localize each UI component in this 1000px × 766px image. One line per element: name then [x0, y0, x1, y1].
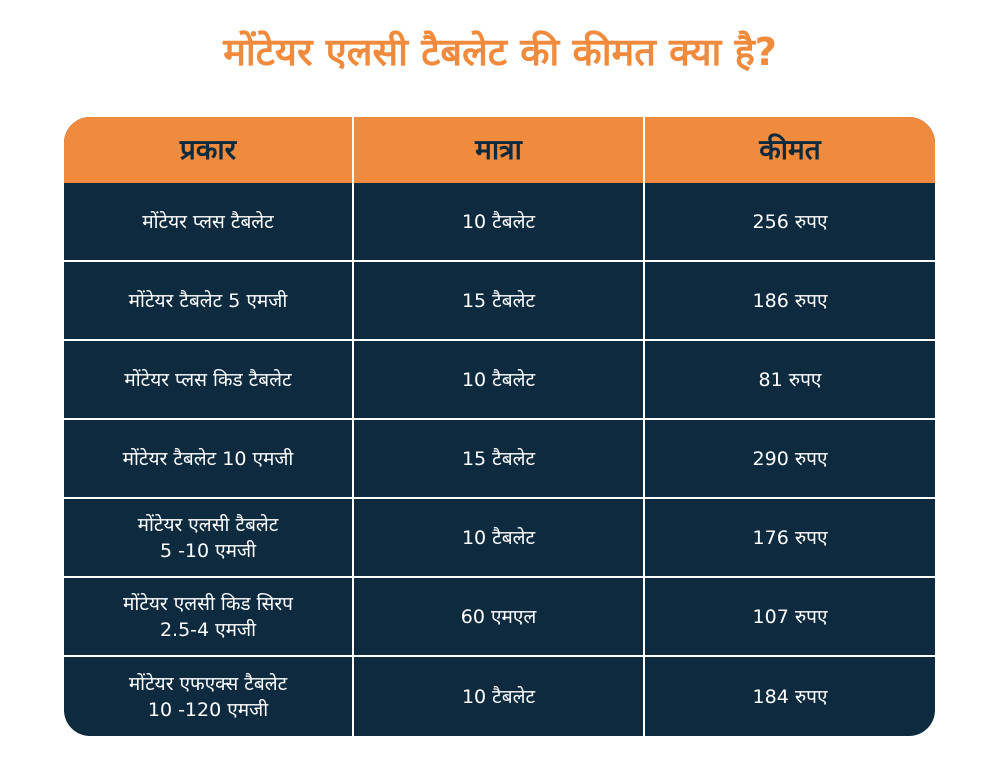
row-5-price: 176 रुपए	[645, 499, 935, 578]
row-5-quantity: 10 टैबलेट	[354, 499, 645, 578]
header-type: प्रकार	[64, 117, 354, 183]
row-2-quantity: 15 टैबलेट	[354, 262, 645, 341]
row-2-type: मोंटेयर टैबलेट 5 एमजी	[64, 262, 354, 341]
row-6-quantity: 60 एमएल	[354, 578, 645, 657]
row-6-type: मोंटेयर एलसी किड सिरप 2.5-4 एमजी	[64, 578, 354, 657]
page-title: मोंटेयर एलसी टैबलेट की कीमत क्या है?	[223, 30, 777, 74]
row-1-quantity: 10 टैबलेट	[354, 183, 645, 262]
row-6-price: 107 रुपए	[645, 578, 935, 657]
row-2-price: 186 रुपए	[645, 262, 935, 341]
row-3-price: 81 रुपए	[645, 341, 935, 420]
header-price: कीमत	[645, 117, 935, 183]
row-4-quantity: 15 टैबलेट	[354, 420, 645, 499]
row-1-price: 256 रुपए	[645, 183, 935, 262]
row-7-price: 184 रुपए	[752, 685, 828, 708]
row-7-type: मोंटेयर एफएक्स टैबलेट 10 -120 एमजी	[64, 657, 354, 736]
row-4-price: 290 रुपए	[645, 420, 935, 499]
row-1-type: मोंटेयर प्लस टैबलेट	[64, 183, 354, 262]
row-5-type: मोंटेयर एलसी टैबलेट 5 -10 एमजी	[64, 499, 354, 578]
price-table: प्रकार मात्रा कीमत मोंटेयर प्लस टैबलेट 1…	[64, 117, 935, 736]
row-7-quantity: 10 टैबलेट	[354, 657, 645, 736]
row-4-type: मोंटेयर टैबलेट 10 एमजी	[64, 420, 354, 499]
row-3-type: मोंटेयर प्लस किड टैबलेट	[64, 341, 354, 420]
row-3-quantity: 10 टैबलेट	[354, 341, 645, 420]
header-quantity: मात्रा	[354, 117, 645, 183]
